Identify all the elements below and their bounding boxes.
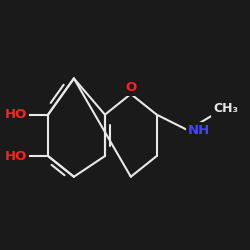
Text: HO: HO — [5, 108, 27, 121]
Text: HO: HO — [5, 150, 27, 162]
Text: NH: NH — [188, 124, 210, 137]
Text: O: O — [125, 81, 136, 94]
Text: CH₃: CH₃ — [214, 102, 238, 115]
